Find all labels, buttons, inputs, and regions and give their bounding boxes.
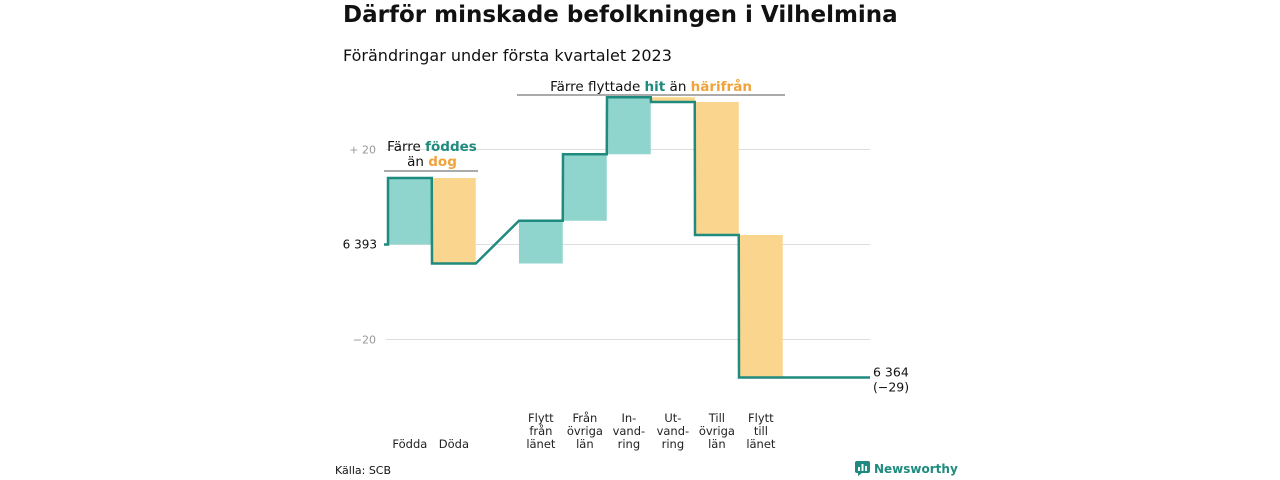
end-value-label: 6 364 (873, 365, 909, 380)
annotation-migration: Färre flyttade hit än härifrån (550, 78, 752, 95)
category-label: In-vand-ring (613, 411, 646, 451)
source-note: Källa: SCB (335, 464, 392, 477)
y-tick-label: −20 (353, 334, 376, 347)
cumulative-step-line (384, 96, 870, 379)
page-subtitle: Förändringar under första kvartalet 2023 (343, 46, 672, 65)
waterfall-bar (695, 102, 739, 235)
category-label: Födda (392, 437, 427, 451)
annotation-births-line1: Färre föddes (387, 139, 477, 155)
category-label: Flytt från länet (526, 411, 556, 451)
waterfall-bar (388, 178, 432, 245)
end-change-label: (−29) (873, 380, 909, 395)
newsworthy-logo-icon (855, 461, 870, 476)
brand-logo: Newsworthy (855, 461, 958, 476)
waterfall-bar (432, 178, 476, 264)
category-label: Döda (439, 437, 469, 451)
waterfall-bar (607, 97, 651, 155)
category-label: Från övriga län (567, 411, 603, 451)
category-label: Till övriga län (699, 411, 735, 451)
annotation-births-line2: än dog (407, 154, 457, 170)
waterfall-bar (739, 235, 783, 378)
waterfall-bar (651, 97, 695, 102)
waterfall-bar (563, 154, 607, 221)
page-title: Därför minskade befolkningen i Vilhelmin… (343, 2, 898, 28)
y-tick-label: + 20 (349, 144, 376, 157)
category-label: Flytt till länet (746, 411, 776, 451)
waterfall-bar (519, 220, 563, 264)
category-label: Ut-vand-ring (657, 411, 690, 451)
start-value-label: 6 393 (343, 238, 377, 252)
brand-name: Newsworthy (874, 461, 958, 476)
